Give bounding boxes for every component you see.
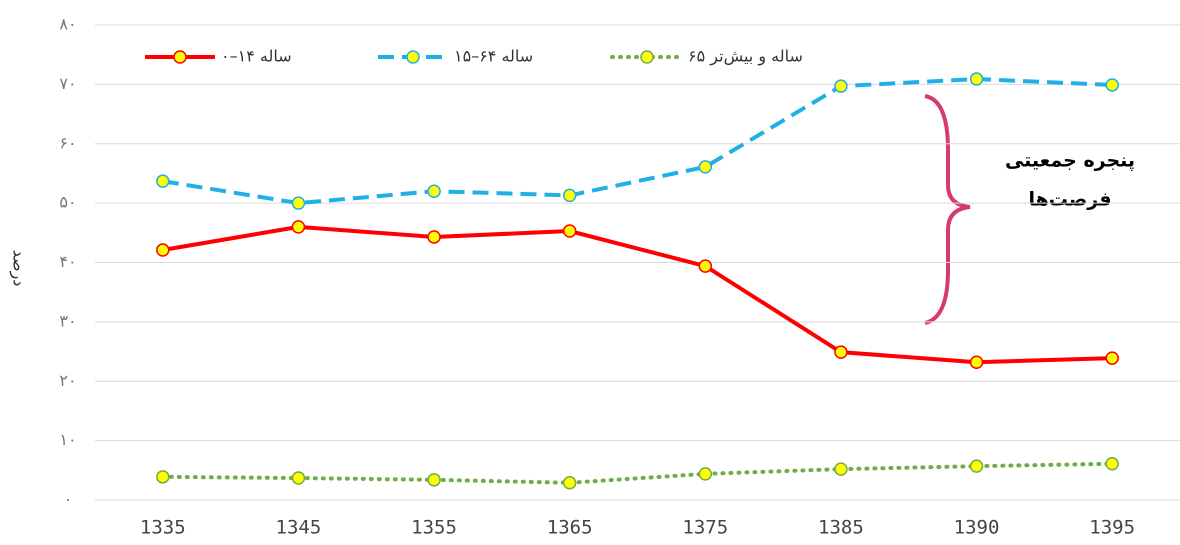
line-series — [160, 461, 1115, 485]
y-tick-label: ۴۰ — [59, 252, 76, 271]
marker — [834, 79, 848, 93]
brace — [924, 94, 971, 325]
y-tick-label: ۸۰ — [59, 15, 76, 34]
x-tick-label: 1395 — [1089, 517, 1135, 539]
marker — [698, 467, 713, 481]
marker — [1105, 457, 1119, 471]
marker — [562, 188, 577, 203]
marker — [834, 345, 848, 359]
marker — [1105, 78, 1119, 92]
annotation: فرصت‌ها — [1028, 189, 1111, 211]
y-tick-label: ۳۰ — [59, 311, 76, 330]
legend-label: ۰–۱۴ ساله — [221, 47, 292, 66]
x-tick-label: 1355 — [411, 517, 457, 539]
legend-label: ۶۵ ساله و بیش‌تر — [688, 47, 803, 67]
x-tick-label: 1385 — [818, 517, 864, 539]
marker — [969, 72, 984, 86]
marker — [427, 230, 441, 244]
x-tick-label: 1365 — [547, 517, 593, 539]
marker — [427, 184, 441, 198]
marker — [969, 459, 984, 473]
marker — [156, 470, 170, 484]
line-series — [162, 77, 1113, 206]
x-tick-label: 1335 — [140, 517, 186, 539]
marker — [427, 473, 441, 487]
marker — [1105, 351, 1119, 365]
marker — [156, 243, 170, 257]
y-tick-label: ۲۰ — [59, 371, 76, 390]
marker — [969, 355, 984, 369]
x-tick-label: 1390 — [954, 517, 1000, 539]
legend-marker — [640, 50, 654, 64]
marker — [698, 259, 713, 273]
marker — [562, 224, 577, 238]
legend-label: ۱۵–۶۴ ساله — [454, 47, 533, 66]
annotation: پنجره جمعیتی — [1005, 150, 1135, 172]
x-tick-label: 1345 — [276, 517, 322, 539]
marker — [291, 471, 306, 485]
marker — [291, 196, 306, 210]
y-tick-label: ۶۰ — [59, 133, 76, 152]
y-tick-label: ۵۰ — [59, 193, 76, 212]
marker — [562, 476, 577, 490]
legend-marker — [406, 50, 420, 64]
y-tick-label: ۷۰ — [59, 74, 76, 93]
y-tick-label: ۱۰ — [59, 430, 76, 449]
y-axis-label: درصد — [9, 250, 29, 287]
marker — [834, 462, 848, 476]
line-series — [162, 224, 1113, 365]
marker — [291, 220, 306, 234]
marker — [698, 160, 713, 174]
y-tick-label: ۰ — [64, 490, 73, 509]
marker — [156, 174, 170, 188]
legend-marker — [173, 50, 187, 64]
x-tick-label: 1375 — [682, 517, 728, 539]
